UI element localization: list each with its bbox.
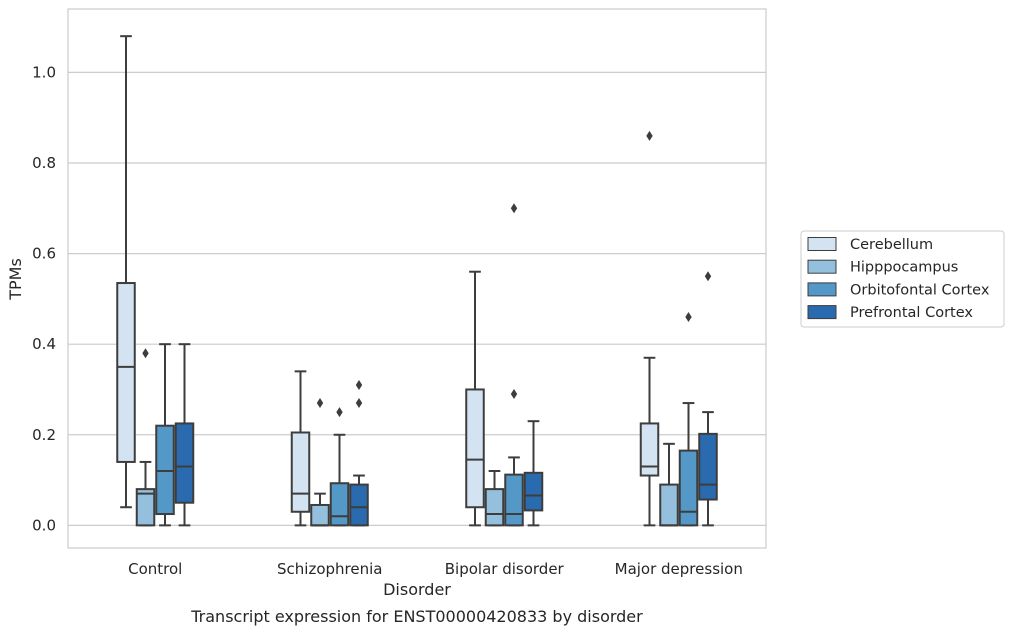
- box-cerebellum: [465, 270, 485, 527]
- legend-label: Orbitofontal Cortex: [850, 282, 990, 298]
- box-iqr: [116, 282, 136, 463]
- y-tick-labels: 0.0 0.2 0.4 0.6 0.8 1.0: [32, 63, 56, 534]
- legend-label: Hipppocampus: [850, 260, 958, 276]
- box-iqr: [698, 432, 718, 501]
- legend-swatch: [807, 259, 837, 274]
- legend-label: Cerebellum: [850, 237, 933, 253]
- box-prefrontal-cortex: [698, 271, 718, 527]
- y-axis-label: TPMs: [6, 258, 25, 301]
- outlier-point: [355, 398, 363, 409]
- outlier-point: [685, 312, 692, 322]
- box-iqr: [174, 422, 195, 504]
- box-prefrontal-cortex: [523, 420, 544, 527]
- box-hipppocampus: [484, 470, 505, 527]
- chart-caption: Transcript expression for ENST0000042083…: [190, 607, 643, 626]
- box-hipppocampus: [659, 442, 679, 527]
- box-hipppocampus: [135, 348, 156, 527]
- box-iqr: [135, 488, 156, 527]
- box-prefrontal-cortex: [174, 343, 195, 527]
- y-tick-label: 0.2: [32, 426, 56, 444]
- box-cerebellum: [639, 130, 660, 527]
- y-tick-label: 0.6: [32, 245, 56, 263]
- legend-swatch: [807, 237, 837, 251]
- box-prefrontal-cortex: [349, 379, 369, 527]
- box-iqr: [659, 483, 679, 527]
- box-cerebellum: [116, 35, 136, 509]
- outlier-point: [704, 271, 712, 282]
- outlier-point: [355, 379, 363, 390]
- box-orbitofontal-cortex: [504, 203, 524, 527]
- box-iqr: [310, 503, 330, 527]
- box-iqr: [329, 482, 350, 527]
- box-orbitofontal-cortex: [678, 312, 699, 527]
- outlier-point: [646, 130, 653, 141]
- outlier-point: [510, 203, 518, 214]
- y-tick-label: 0.4: [32, 335, 56, 353]
- y-tick-label: 0.8: [32, 154, 56, 172]
- y-tick-label: 1.0: [32, 63, 56, 81]
- box-cerebellum: [290, 370, 311, 527]
- outlier-point: [336, 407, 343, 418]
- box-hipppocampus: [310, 398, 330, 527]
- box-iqr: [678, 449, 699, 527]
- x-tick-labels: Control Schizophrenia Bipolar disorder Majo…: [128, 560, 743, 578]
- x-tick-label: Major depression: [615, 560, 743, 578]
- legend-swatch: [807, 282, 837, 297]
- box-orbitofontal-cortex: [155, 343, 175, 527]
- legend-swatch: [807, 305, 837, 320]
- outlier-point: [142, 348, 149, 359]
- y-tick-label: 0.0: [32, 516, 56, 534]
- legend-label: Prefrontal Cortex: [850, 305, 973, 321]
- box-orbitofontal-cortex: [329, 407, 350, 527]
- x-tick-label: Schizophrenia: [277, 560, 382, 578]
- plot-frame: [67, 8, 767, 549]
- box-iqr: [465, 388, 485, 509]
- legend: Cerebellum Hipppocampus Orbitofontal Corte…: [800, 230, 1005, 328]
- outlier-point: [510, 389, 518, 399]
- box-plot-series: [116, 35, 718, 527]
- box-iqr: [349, 483, 369, 527]
- outlier-point: [316, 398, 324, 409]
- x-tick-label: Control: [128, 560, 182, 578]
- box-iqr: [504, 473, 524, 527]
- box-iqr: [484, 488, 505, 527]
- x-axis-label: Disorder: [383, 580, 451, 599]
- box-iqr: [523, 471, 544, 512]
- box-iqr: [290, 431, 311, 513]
- x-tick-label: Bipolar disorder: [445, 560, 565, 578]
- box-iqr: [639, 422, 660, 477]
- legend-frame: [800, 230, 1005, 328]
- box-iqr: [155, 424, 175, 516]
